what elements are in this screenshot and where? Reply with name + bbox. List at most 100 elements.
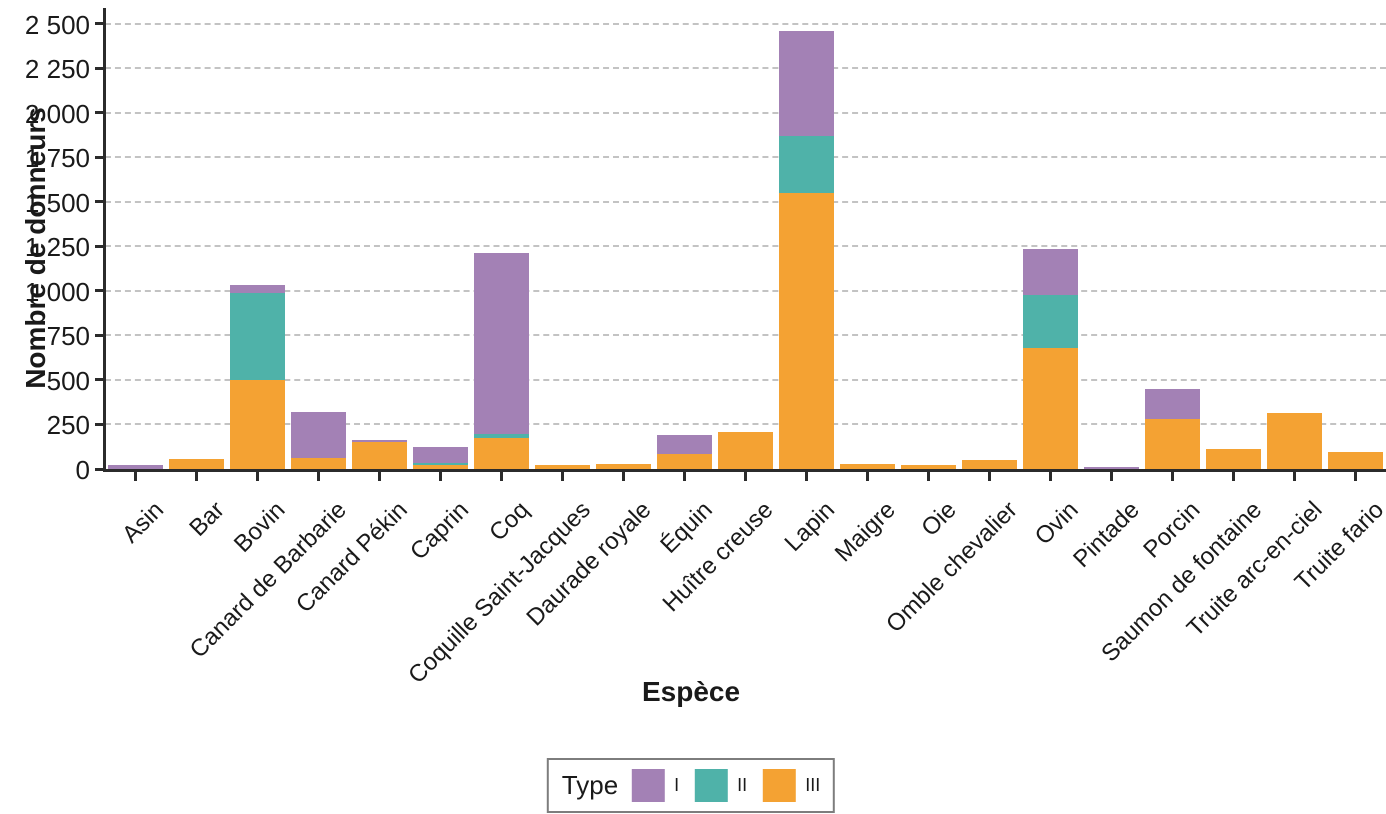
bar-segment-I <box>474 253 529 435</box>
x-tick-label: Huître creuse <box>657 496 779 618</box>
bar-segment-III <box>169 459 224 469</box>
x-tick-mark <box>378 472 381 481</box>
gridline <box>105 289 1386 292</box>
legend-label-I: I <box>674 775 680 795</box>
gridline <box>105 423 1386 426</box>
bar-segment-I <box>352 440 407 443</box>
bar-segment-II <box>1023 295 1078 348</box>
y-tick-mark <box>95 111 104 115</box>
x-tick-mark <box>927 472 930 481</box>
x-tick-label: Asin <box>116 496 169 549</box>
x-tick-label: Maigre <box>829 496 901 568</box>
y-tick-mark <box>95 467 104 471</box>
x-tick-mark <box>439 472 442 481</box>
x-tick-mark <box>1049 472 1052 481</box>
bar-segment-I <box>657 435 712 454</box>
y-tick-label: 0 <box>75 455 90 485</box>
y-tick-mark <box>95 200 104 204</box>
bar-segment-I <box>779 30 834 136</box>
bar-segment-I <box>291 411 346 459</box>
legend-label-II: II <box>737 775 748 795</box>
bar-segment-III <box>535 465 590 469</box>
legend-item-III: III <box>763 769 820 802</box>
gridline <box>105 156 1386 159</box>
x-tick-mark <box>744 472 747 481</box>
bar-segment-II <box>779 135 834 193</box>
y-tick-mark <box>95 289 104 293</box>
y-tick-mark <box>95 333 104 337</box>
bar-segment-III <box>779 192 834 469</box>
y-tick-mark <box>95 155 104 159</box>
y-tick-label: 500 <box>46 365 90 396</box>
y-tick-mark <box>95 244 104 248</box>
x-tick-label: Bar <box>184 496 230 542</box>
y-tick-label: 1 500 <box>24 187 90 218</box>
bar-segment-II <box>474 434 529 438</box>
legend-title: Type <box>561 770 619 800</box>
x-tick-label: Caprin <box>404 496 474 566</box>
bar-segment-I <box>1145 388 1200 420</box>
bar-segment-III <box>657 453 712 469</box>
bar-segment-I <box>108 465 163 469</box>
x-tick-mark <box>317 472 320 481</box>
bar-segment-I <box>230 284 285 293</box>
y-tick-mark <box>95 378 104 382</box>
legend-items: I II III <box>632 769 820 802</box>
x-tick-mark <box>561 472 564 481</box>
bar-segment-III <box>1267 412 1322 469</box>
bar-segment-III <box>1145 419 1200 469</box>
legend-item-II: II <box>695 769 747 802</box>
bar-segment-III <box>474 437 529 469</box>
bar-segment-I <box>413 446 468 463</box>
x-axis-title: Espèce <box>641 676 741 707</box>
x-tick-mark <box>1171 472 1174 481</box>
x-tick-mark <box>622 472 625 481</box>
y-tick-label: 1 750 <box>24 143 90 174</box>
y-axis-line <box>103 8 106 471</box>
x-tick-mark <box>1232 472 1235 481</box>
y-tick-mark <box>95 66 104 70</box>
legend: Type I II III <box>546 758 836 813</box>
x-tick-mark <box>988 472 991 481</box>
y-tick-label: 250 <box>46 410 90 441</box>
bar-segment-III <box>230 379 285 469</box>
x-tick-mark <box>866 472 869 481</box>
x-tick-mark <box>1293 472 1296 481</box>
gridline <box>105 67 1386 70</box>
bar-segment-III <box>901 465 956 469</box>
gridline <box>105 334 1386 337</box>
y-axis-title: Nombre de donneurs <box>20 107 51 389</box>
bar-segment-I <box>1023 248 1078 296</box>
bar-segment-III <box>413 464 468 469</box>
x-tick-label: Coq <box>484 496 535 547</box>
bar-segment-III <box>1206 449 1261 469</box>
y-tick-label: 2 250 <box>24 54 90 85</box>
y-tick-mark <box>95 22 104 25</box>
x-tick-mark <box>683 472 686 481</box>
x-tick-label: Ovin <box>1029 496 1084 551</box>
x-tick-mark <box>256 472 259 481</box>
y-tick-label: 2 000 <box>24 98 90 129</box>
legend-swatch-I <box>632 769 666 802</box>
gridline <box>105 111 1386 114</box>
gridline <box>105 378 1386 381</box>
gridline <box>105 22 1386 25</box>
bar-segment-III <box>718 432 773 469</box>
bar-segment-I <box>1084 467 1139 470</box>
x-tick-mark <box>1354 472 1357 481</box>
y-tick-label: 1 000 <box>24 276 90 307</box>
y-tick-mark <box>95 422 104 426</box>
bar-segment-II <box>413 462 468 465</box>
legend-item-I: I <box>632 769 679 802</box>
gridline <box>105 200 1386 203</box>
legend-label-III: III <box>805 775 821 795</box>
bar-segment-III <box>291 458 346 469</box>
bar-segment-III <box>962 460 1017 469</box>
x-tick-mark <box>134 472 137 481</box>
x-tick-mark <box>805 472 808 481</box>
y-tick-label: 1 250 <box>24 232 90 263</box>
x-tick-mark <box>1110 472 1113 481</box>
legend-swatch-III <box>763 769 797 802</box>
y-tick-label: 2 500 <box>24 9 90 40</box>
